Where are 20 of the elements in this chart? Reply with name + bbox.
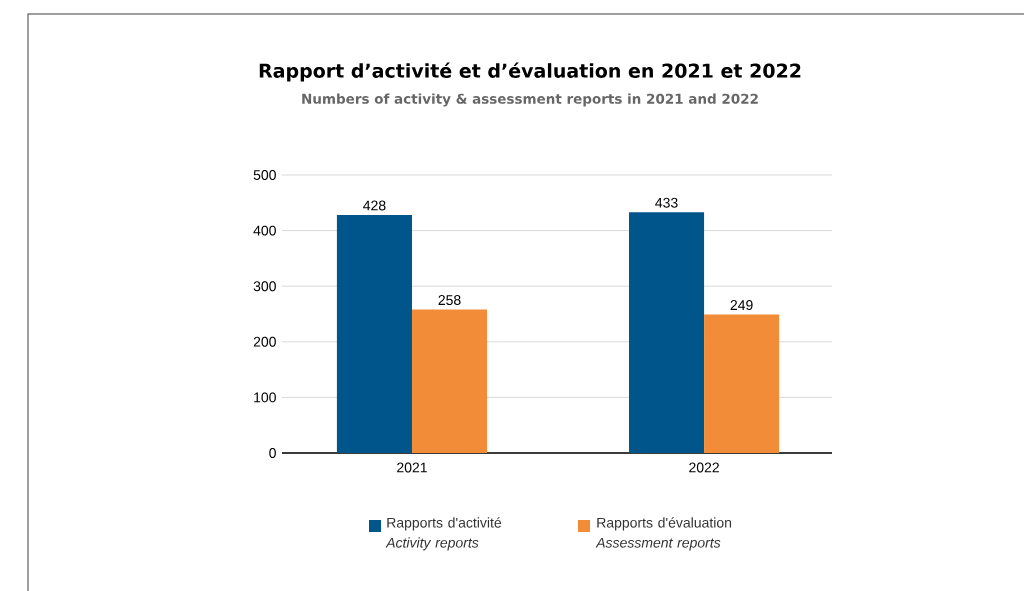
data-label: 258	[438, 295, 461, 306]
data-label: 428	[363, 200, 386, 211]
bar	[411, 309, 488, 453]
legend-label: Rapports d'évaluation Assessment reports	[595, 517, 732, 551]
y-tick-label: 500	[253, 170, 276, 180]
y-tick-label: 400	[253, 225, 276, 236]
bar	[336, 215, 412, 453]
bar	[704, 314, 780, 453]
data-label: 433	[655, 197, 678, 208]
y-tick-label: 200	[253, 336, 276, 347]
y-tick-label: 300	[253, 281, 276, 292]
bar	[629, 212, 705, 453]
chart-title: Rapport d’activité et d’évaluation en 2021 et 2022	[259, 62, 801, 82]
x-tick-label: 2022	[689, 462, 719, 473]
x-tick-label: 2021	[397, 462, 427, 473]
legend-label: Rapports d'activité Activity reports	[385, 517, 502, 551]
y-tick-label: 0	[269, 448, 276, 458]
chart-subtitle: Numbers of activity & assessment reports in 2021 and 2022	[302, 93, 758, 107]
data-label: 249	[730, 300, 753, 311]
y-tick-label: 100	[254, 392, 276, 403]
